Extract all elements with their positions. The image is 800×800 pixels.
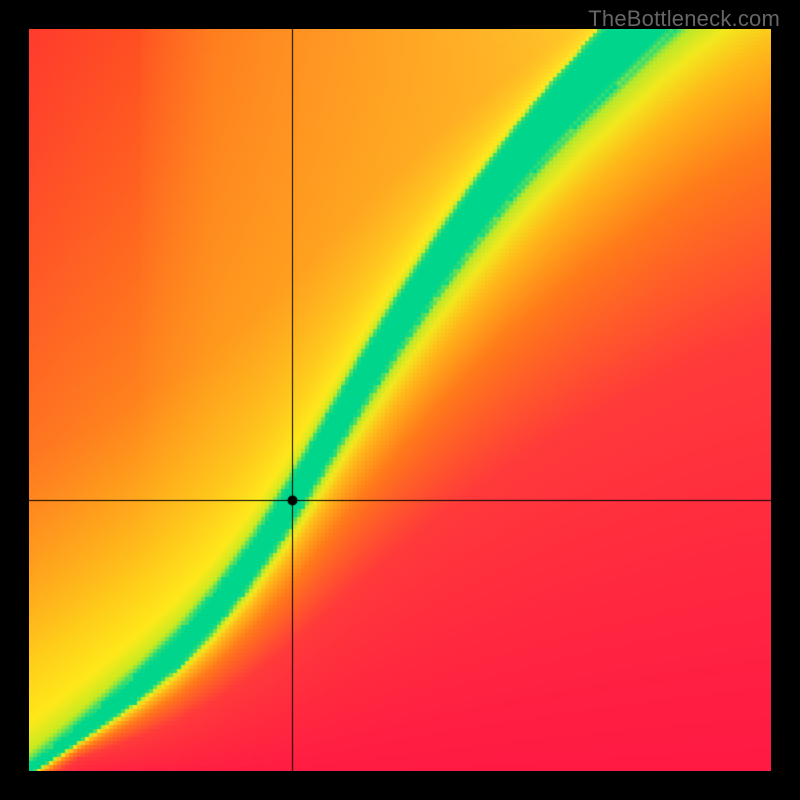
chart-container: TheBottleneck.com (0, 0, 800, 800)
heatmap-canvas (29, 29, 771, 771)
watermark-text: TheBottleneck.com (588, 6, 780, 32)
